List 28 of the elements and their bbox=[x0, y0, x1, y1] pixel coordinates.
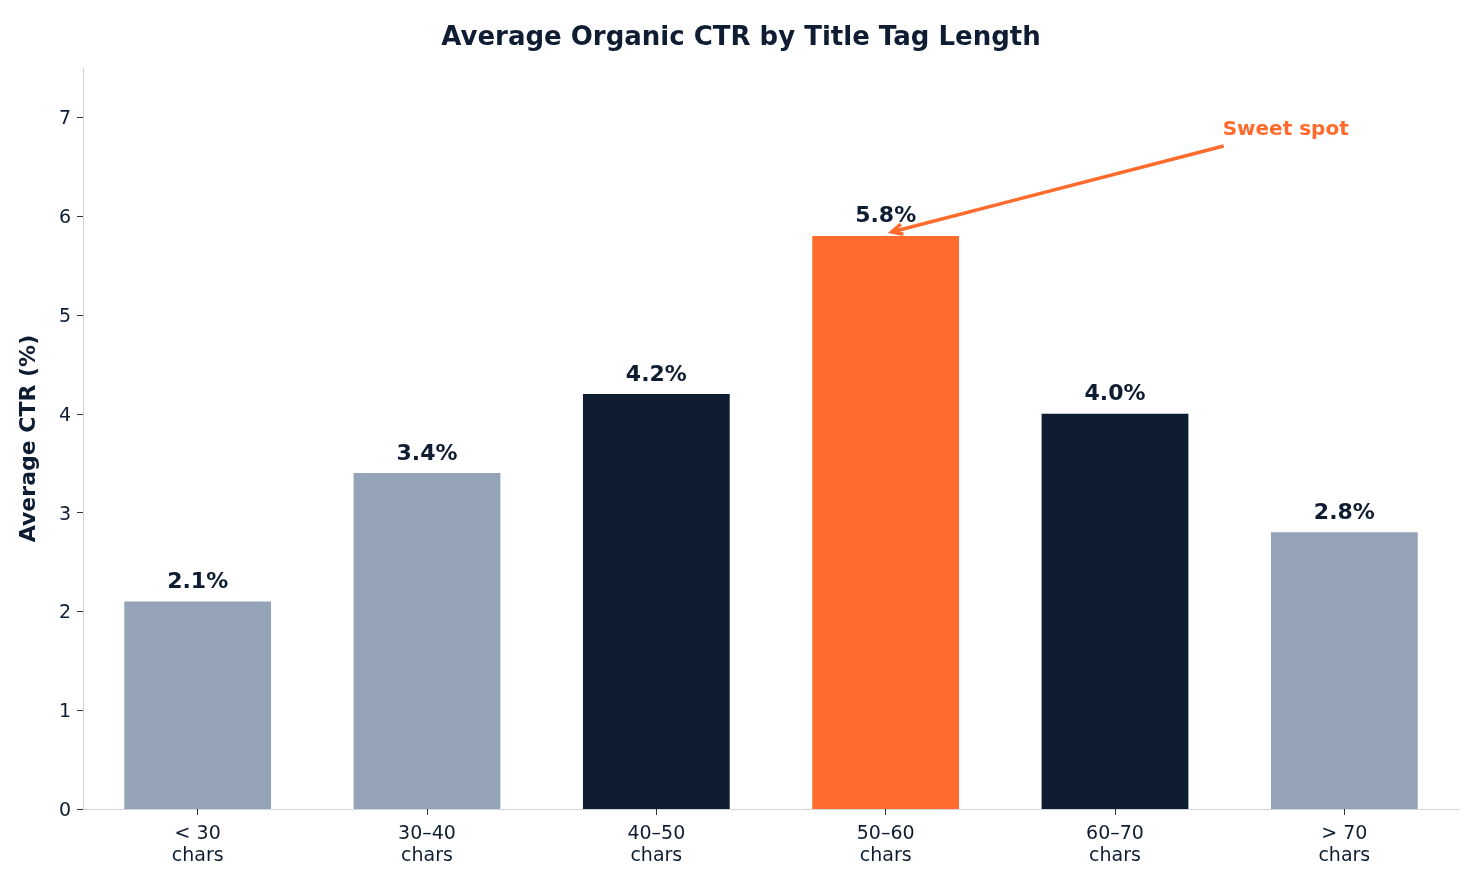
data-label: 4.0% bbox=[1084, 380, 1146, 406]
data-label: 4.2% bbox=[625, 360, 687, 386]
y-tick-label: 7 bbox=[58, 106, 71, 129]
y-tick-label: 2 bbox=[58, 600, 71, 623]
x-tick-label: 60–70 chars bbox=[1086, 821, 1144, 865]
bar bbox=[1270, 532, 1418, 809]
bar bbox=[582, 394, 730, 809]
y-tick-label: 0 bbox=[58, 798, 71, 820]
data-label: 3.4% bbox=[396, 439, 458, 465]
x-tick-label: 30–40 chars bbox=[398, 821, 456, 865]
x-tick-label: > 70 chars bbox=[1318, 821, 1371, 865]
bar bbox=[1041, 413, 1189, 809]
annotation: Sweet spot bbox=[1222, 115, 1350, 140]
y-tick-label: 3 bbox=[58, 501, 71, 524]
x-tick-label: < 30 chars bbox=[171, 821, 224, 865]
y-axis-title: Average CTR (%) bbox=[14, 334, 40, 543]
y-tick-label: 1 bbox=[58, 699, 71, 722]
x-tick-label: 40–50 chars bbox=[627, 821, 686, 865]
data-label: 5.8% bbox=[855, 202, 917, 228]
data-label: 2.8% bbox=[1313, 498, 1375, 524]
y-tick-label: 4 bbox=[58, 402, 71, 425]
x-tick-label: 50–60 chars bbox=[856, 821, 915, 865]
y-tick-label: 5 bbox=[58, 304, 71, 326]
bar bbox=[353, 473, 501, 809]
y-tick-label: 6 bbox=[58, 205, 71, 228]
data-label: 2.1% bbox=[167, 568, 229, 594]
chart-title: Average Organic CTR by Title Tag Length bbox=[441, 21, 1041, 51]
bar bbox=[124, 601, 272, 809]
